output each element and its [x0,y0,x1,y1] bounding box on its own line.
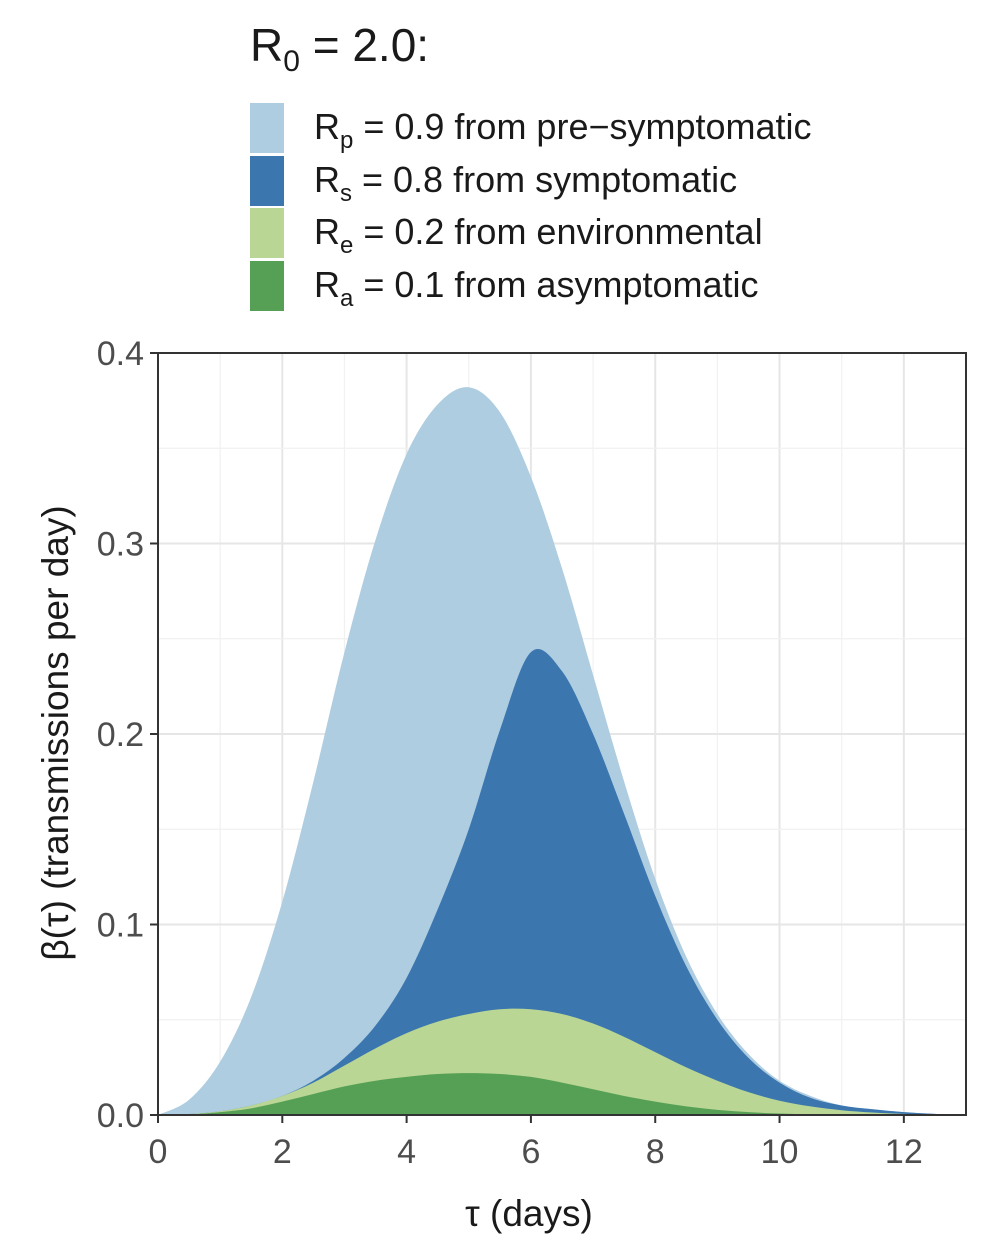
area-series [158,648,966,1115]
y-axis-label: β(τ) (transmissions per day) [35,505,76,960]
x-tick-label: 8 [646,1133,665,1171]
area-series [158,1073,966,1115]
x-tick-label: 6 [521,1133,540,1171]
y-tick-label: 0.4 [97,335,144,373]
x-tick-label: 12 [885,1133,923,1171]
x-tick-label: 10 [761,1133,799,1171]
legend-swatch [250,156,284,206]
y-tick-label: 0.0 [97,1097,144,1135]
legend-title: R0 = 2.0: [250,19,430,78]
legend-label: Rs = 0.8 from symptomatic [314,159,738,208]
legend-swatch [250,261,284,311]
x-axis: 0 2 4 6 8 10 12 [149,1115,923,1171]
x-tick-label: 4 [397,1133,416,1171]
y-tick-label: 0.3 [97,526,144,564]
x-axis-label: τ (days) [465,1193,593,1234]
legend-label: Rp = 0.9 from pre−symptomatic [314,106,812,155]
legend-label: Ra = 0.1 from asymptomatic [314,264,759,313]
legend-label: Re = 0.2 from environmental [314,211,763,260]
legend-swatch [250,208,284,258]
x-tick-label: 2 [273,1133,292,1171]
y-axis: 0.0 0.1 0.2 0.3 0.4 [97,335,158,1135]
y-tick-label: 0.1 [97,907,144,945]
legend-swatch [250,103,284,153]
y-tick-label: 0.2 [97,716,144,754]
x-tick-label: 0 [149,1133,168,1171]
series-areas [158,387,966,1115]
